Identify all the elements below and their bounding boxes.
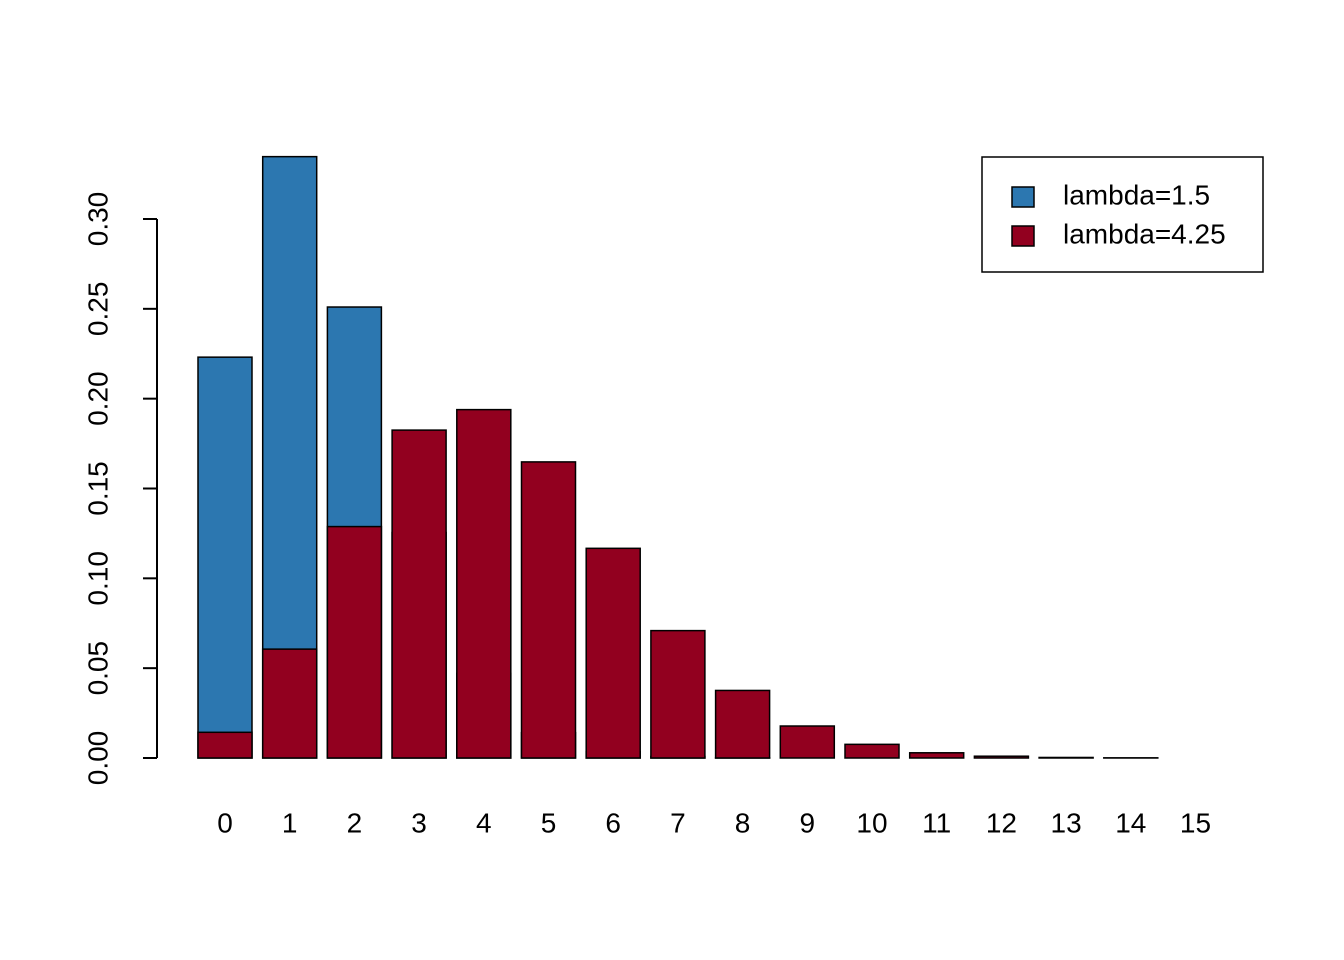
- bar: [714, 689, 771, 759]
- bar: [456, 408, 512, 759]
- bar: [908, 752, 965, 759]
- legend-label: lambda=1.5: [1063, 179, 1210, 210]
- bar: [520, 461, 577, 759]
- y-tick-label: 0.25: [82, 282, 113, 337]
- legend-label: lambda=4.25: [1063, 218, 1226, 249]
- x-tick-label: 4: [476, 807, 492, 838]
- bar: [779, 725, 836, 759]
- x-tick-label: 6: [605, 807, 621, 838]
- x-tick-label: 7: [670, 807, 686, 838]
- y-tick-label: 0.10: [82, 551, 113, 606]
- x-tick-label: 14: [1115, 807, 1146, 838]
- x-tick-label: 15: [1180, 807, 1211, 838]
- x-tick-label: 2: [347, 807, 363, 838]
- bar: [197, 731, 253, 759]
- bar: [326, 525, 383, 759]
- bar: [197, 356, 253, 759]
- x-tick-label: 1: [282, 807, 298, 838]
- x-tick-label: 3: [411, 807, 427, 838]
- bar: [585, 547, 641, 759]
- x-tick-label: 13: [1051, 807, 1082, 838]
- bar: [844, 743, 900, 759]
- legend-swatch: [1011, 225, 1035, 247]
- legend-swatch: [1011, 186, 1035, 208]
- y-tick-label: 0.00: [82, 731, 113, 786]
- bar: [261, 648, 318, 759]
- x-tick-label: 8: [735, 807, 751, 838]
- legend-box: [981, 156, 1264, 273]
- bar: [973, 755, 1030, 759]
- x-tick-label: 11: [922, 807, 951, 838]
- y-tick-label: 0.05: [82, 641, 113, 696]
- x-tick-label: 9: [800, 807, 816, 838]
- y-tick-label: 0.20: [82, 371, 113, 426]
- y-tick-label: 0.30: [82, 192, 113, 247]
- bar: [650, 629, 706, 759]
- bar: [1038, 756, 1094, 759]
- bar: [391, 429, 447, 759]
- x-tick-label: 10: [856, 807, 887, 838]
- x-tick-label: 5: [541, 807, 557, 838]
- x-tick-label: 0: [217, 807, 233, 838]
- y-tick-label: 0.15: [82, 461, 113, 516]
- x-tick-label: 12: [986, 807, 1017, 838]
